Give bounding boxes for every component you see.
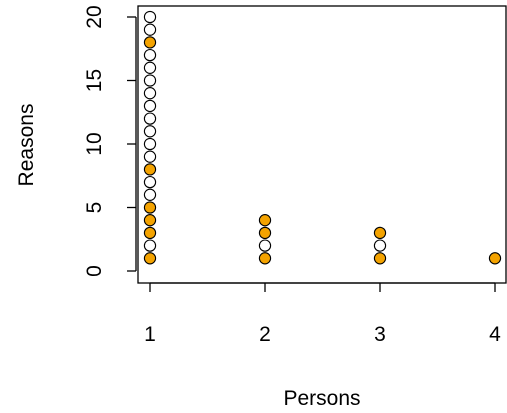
data-point-filled [143, 36, 157, 49]
data-point-filled [258, 252, 272, 265]
y-tick-label: 0 [83, 265, 106, 277]
data-point-hollow [143, 99, 157, 113]
y-tick-label: 15 [83, 69, 106, 92]
data-point-hollow [143, 188, 157, 201]
data-point-hollow [143, 10, 157, 24]
data-point-hollow [258, 239, 272, 252]
x-axis-title: Persons [283, 387, 360, 410]
x-tick-label: 3 [374, 323, 386, 346]
y-tick-label: 5 [83, 202, 106, 214]
y-axis-title: Reasons [15, 104, 38, 187]
data-point-hollow [143, 74, 157, 87]
data-point-hollow [143, 175, 157, 189]
y-tick-label: 20 [83, 5, 106, 28]
data-point-hollow [143, 48, 157, 62]
data-point-hollow [143, 137, 157, 151]
data-point-filled [143, 214, 157, 227]
data-point-hollow [143, 112, 157, 125]
data-point-hollow [143, 125, 157, 138]
data-point-filled [373, 252, 387, 265]
data-point-filled [143, 201, 157, 214]
axes: 1 2 3 4 0 5 10 15 20 [83, 5, 507, 346]
data-point-hollow [143, 61, 157, 74]
data-point-filled [143, 226, 157, 240]
data-point-hollow [143, 239, 157, 252]
data-point-filled [143, 252, 157, 265]
data-point-filled [258, 226, 272, 240]
data-point-hollow [143, 87, 157, 100]
data-point-hollow [143, 23, 157, 36]
data-point-hollow [373, 239, 387, 252]
data-point-filled [488, 252, 502, 265]
y-tick-label: 10 [83, 132, 106, 155]
data-point-hollow [143, 150, 157, 163]
data-points [143, 10, 502, 265]
data-point-filled [373, 226, 387, 240]
data-point-filled [258, 214, 272, 227]
data-point-filled [143, 163, 157, 176]
x-tick-label: 1 [144, 323, 156, 346]
x-tick-label: 2 [259, 323, 271, 346]
plot-frame [137, 5, 507, 284]
x-tick-label: 4 [489, 323, 501, 346]
